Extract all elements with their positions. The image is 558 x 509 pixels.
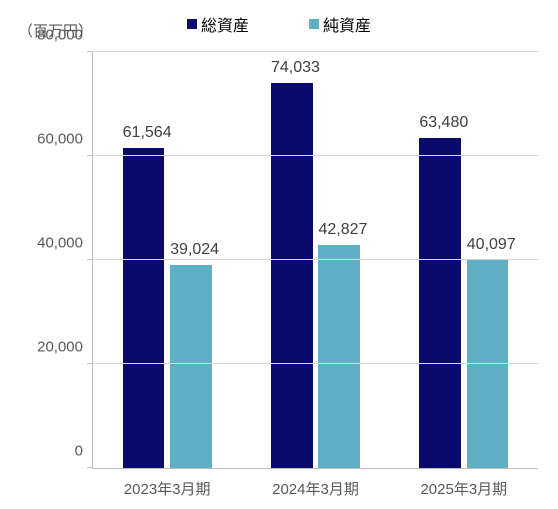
- x-axis-label: 2023年3月期: [93, 478, 241, 499]
- bar-value-label: 63,480: [419, 114, 461, 132]
- legend-item-net-assets: 純資産: [309, 12, 371, 36]
- x-axis-label: 2025年3月期: [390, 478, 538, 499]
- y-tick-label: 20,000: [37, 339, 83, 356]
- bar-total-assets: 61,564: [123, 148, 165, 468]
- y-tick-label: 0: [75, 443, 83, 460]
- y-tick-label: 80,000: [37, 27, 83, 44]
- grid-line: [93, 363, 538, 364]
- y-tick-mark: [87, 467, 93, 468]
- grid-line: [93, 155, 538, 156]
- y-tick-mark: [87, 363, 93, 364]
- y-tick-label: 40,000: [37, 235, 83, 252]
- legend-label: 総資産: [201, 12, 249, 36]
- bar-value-label: 74,033: [271, 59, 313, 77]
- plot-area: 61,56439,0242023年3月期74,03342,8272024年3月期…: [92, 52, 538, 469]
- bar-net-assets: 42,827: [318, 245, 360, 468]
- bar-total-assets: 63,480: [419, 138, 461, 468]
- x-axis-label: 2024年3月期: [241, 478, 389, 499]
- bar-value-label: 42,827: [318, 221, 360, 239]
- bar-value-label: 61,564: [123, 124, 165, 142]
- y-tick-mark: [87, 51, 93, 52]
- assets-bar-chart: 総資産 純資産 （百万円） 61,56439,0242023年3月期74,033…: [0, 0, 558, 509]
- legend-swatch: [309, 19, 319, 29]
- bar-group: 61,56439,0242023年3月期: [93, 52, 241, 468]
- y-tick-label: 60,000: [37, 131, 83, 148]
- grid-line: [93, 259, 538, 260]
- bar-value-label: 39,024: [170, 241, 212, 259]
- bar-value-label: 40,097: [467, 236, 509, 254]
- bar-net-assets: 39,024: [170, 265, 212, 468]
- bar-groups: 61,56439,0242023年3月期74,03342,8272024年3月期…: [93, 52, 538, 468]
- bar-group: 63,48040,0972025年3月期: [390, 52, 538, 468]
- legend-label: 純資産: [323, 12, 371, 36]
- y-tick-mark: [87, 259, 93, 260]
- bar-total-assets: 74,033: [271, 83, 313, 468]
- bar-group: 74,03342,8272024年3月期: [241, 52, 389, 468]
- legend-item-total-assets: 総資産: [187, 12, 249, 36]
- grid-line: [93, 51, 538, 52]
- y-tick-mark: [87, 155, 93, 156]
- legend-swatch: [187, 19, 197, 29]
